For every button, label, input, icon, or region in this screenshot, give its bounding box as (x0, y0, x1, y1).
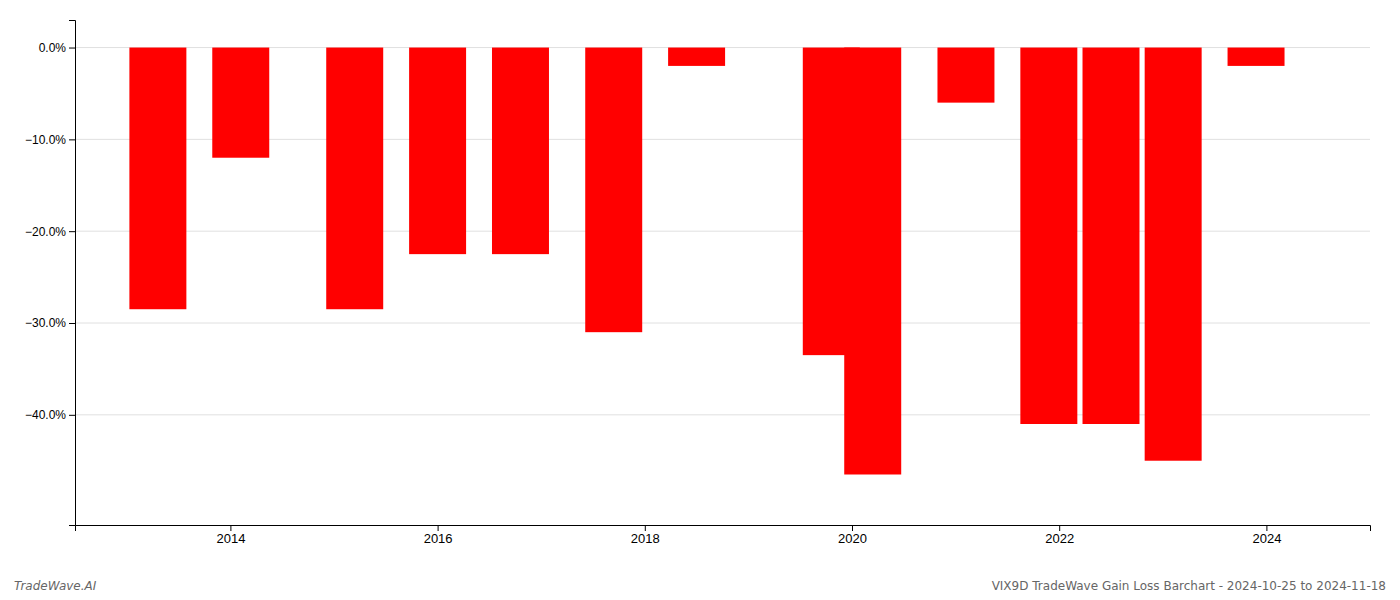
x-tick-mark (645, 525, 646, 531)
y-tick-mark (69, 139, 75, 140)
y-tick-mark (69, 231, 75, 232)
bar (1145, 48, 1202, 461)
footer-left: TradeWave.AI (14, 579, 97, 593)
x-tick: 2020 (838, 525, 867, 546)
x-tick-mark (1059, 525, 1060, 531)
x-tick-label: 2016 (424, 531, 453, 546)
bar (937, 48, 994, 103)
bars (129, 48, 1284, 475)
x-tick: 2014 (216, 525, 245, 546)
bar (326, 48, 383, 310)
y-axis: 0.0% −10.0% −20.0% −30.0% −40.0% (25, 21, 76, 526)
bar (668, 48, 725, 66)
y-tick-mark (69, 48, 75, 49)
y-tick-label: −30.0% (25, 316, 66, 330)
y-tick-mark (69, 323, 75, 324)
bar (1083, 48, 1140, 424)
bar (1228, 48, 1285, 66)
x-tick-label: 2022 (1045, 531, 1074, 546)
y-axis-line (69, 21, 76, 526)
y-tick: 0.0% (39, 41, 75, 55)
y-tick: −40.0% (25, 408, 75, 422)
x-tick-mark (852, 525, 853, 531)
y-tick-mark (69, 415, 75, 416)
y-tick: −30.0% (25, 316, 75, 330)
x-tick-mark (230, 525, 231, 531)
x-tick: 2024 (1252, 525, 1281, 546)
bar (129, 48, 186, 310)
bar (212, 48, 269, 158)
y-tick-label: 0.0% (39, 41, 67, 55)
bar (492, 48, 549, 255)
bar (844, 48, 901, 475)
bar (585, 48, 642, 333)
footer-right: VIX9D TradeWave Gain Loss Barchart - 202… (992, 579, 1386, 593)
x-tick-label: 2014 (216, 531, 245, 546)
y-tick-label: −40.0% (25, 408, 66, 422)
x-tick: 2018 (631, 525, 660, 546)
x-tick-label: 2024 (1252, 531, 1281, 546)
chart-svg: 2014 2016 2018 2020 2022 2024 0.0% −10.0% −20.0%… (0, 0, 1400, 600)
x-axis: 2014 2016 2018 2020 2022 2024 (76, 525, 1371, 546)
y-tick-label: −10.0% (25, 133, 66, 147)
x-tick-mark (1266, 525, 1267, 531)
x-tick-mark (438, 525, 439, 531)
plot-area: 2014 2016 2018 2020 2022 2024 0.0% −10.0% −20.0%… (25, 21, 1371, 547)
x-tick: 2016 (424, 525, 453, 546)
x-tick-label: 2018 (631, 531, 660, 546)
footers: TradeWave.AI VIX9D TradeWave Gain Loss Ba… (14, 579, 1386, 593)
y-tick: −10.0% (25, 133, 75, 147)
x-tick-label: 2020 (838, 531, 867, 546)
x-axis-line (76, 526, 1371, 532)
bar (1020, 48, 1077, 424)
bar (409, 48, 466, 255)
y-tick-label: −20.0% (25, 225, 66, 239)
x-tick: 2022 (1045, 525, 1074, 546)
y-tick: −20.0% (25, 225, 75, 239)
